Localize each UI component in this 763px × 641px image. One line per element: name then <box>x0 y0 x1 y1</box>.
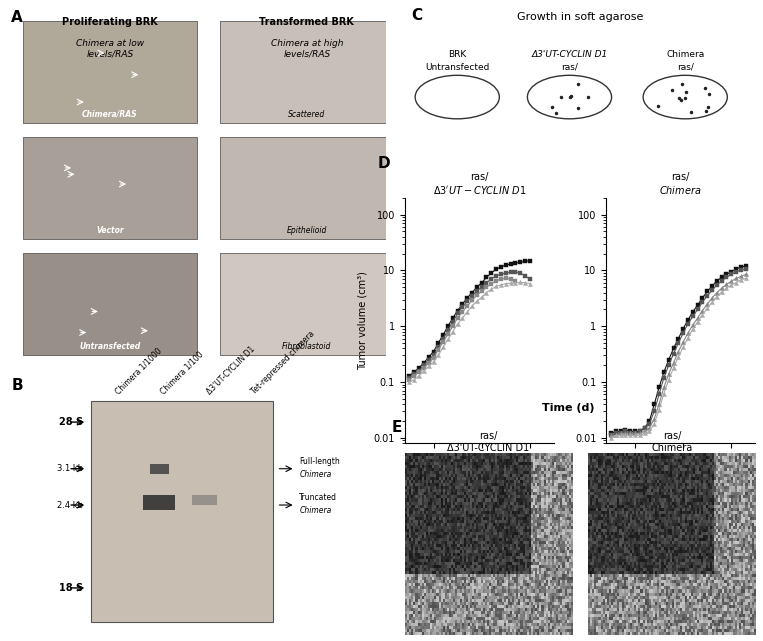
Text: C: C <box>412 8 423 23</box>
Text: Proliferating BRK: Proliferating BRK <box>62 17 158 28</box>
Text: Chimera at low
levels/RAS: Chimera at low levels/RAS <box>76 39 144 58</box>
Y-axis label: Tumor volume (cm³): Tumor volume (cm³) <box>358 271 368 370</box>
Text: Transformed BRK: Transformed BRK <box>259 17 354 28</box>
Text: 18 S: 18 S <box>60 583 83 593</box>
Bar <box>220 253 394 354</box>
Circle shape <box>643 75 727 119</box>
Text: Truncated: Truncated <box>299 494 337 503</box>
Text: B: B <box>11 378 23 393</box>
Bar <box>220 137 394 238</box>
Text: Untransfected: Untransfected <box>79 342 140 351</box>
Text: BRK: BRK <box>448 50 466 59</box>
Text: Chimera: Chimera <box>299 506 332 515</box>
Title: ras/
Δ3'UT-CYCLIN D1: ras/ Δ3'UT-CYCLIN D1 <box>447 431 530 453</box>
Bar <box>23 21 197 122</box>
Text: D: D <box>378 156 391 171</box>
Bar <box>23 253 197 354</box>
Text: Tet-repressed chimera: Tet-repressed chimera <box>250 329 317 396</box>
Text: Chimera at high
levels/RAS: Chimera at high levels/RAS <box>271 39 343 58</box>
Text: Epithelioid: Epithelioid <box>287 226 327 235</box>
Bar <box>220 21 394 122</box>
Bar <box>23 137 197 238</box>
Text: Scattered: Scattered <box>288 110 326 119</box>
Text: Chimera: Chimera <box>666 50 704 59</box>
Text: Time (d): Time (d) <box>542 403 594 413</box>
Title: ras/
Chimera: ras/ Chimera <box>652 431 693 453</box>
Text: Δ3'UT-CYCLIN D1: Δ3'UT-CYCLIN D1 <box>204 344 256 396</box>
Text: 3.1 kb: 3.1 kb <box>57 464 83 473</box>
Text: A: A <box>11 10 23 25</box>
Text: Δ3'UT-CYCLIN D1: Δ3'UT-CYCLIN D1 <box>531 50 607 59</box>
Bar <box>150 463 169 474</box>
Text: Chimera 1/100: Chimera 1/100 <box>159 350 205 396</box>
Text: Fibroblastoid: Fibroblastoid <box>282 342 332 351</box>
Text: Untransfected: Untransfected <box>425 63 489 72</box>
Bar <box>192 495 217 505</box>
Title: ras/
$\it{Chimera}$: ras/ $\it{Chimera}$ <box>659 172 702 196</box>
Text: Vector: Vector <box>96 226 124 235</box>
Text: ras/: ras/ <box>561 63 578 72</box>
Circle shape <box>527 75 612 119</box>
Text: Chimera 1/1000: Chimera 1/1000 <box>114 346 163 396</box>
Text: E: E <box>391 419 401 435</box>
Text: ras/: ras/ <box>677 63 694 72</box>
Text: Chimera/RAS: Chimera/RAS <box>82 110 137 119</box>
Text: 28 S: 28 S <box>60 417 83 427</box>
Text: Growth in soft agarose: Growth in soft agarose <box>517 12 643 22</box>
Text: Full-length: Full-length <box>299 457 340 466</box>
Circle shape <box>415 75 499 119</box>
Text: 2.4 kb: 2.4 kb <box>57 501 83 510</box>
Title: ras/
$\it{Δ3'UT-CYCLIN\ D1}$: ras/ $\it{Δ3'UT-CYCLIN\ D1}$ <box>433 172 526 196</box>
Bar <box>143 495 175 510</box>
Text: Chimera: Chimera <box>299 470 332 479</box>
Bar <box>91 401 273 622</box>
